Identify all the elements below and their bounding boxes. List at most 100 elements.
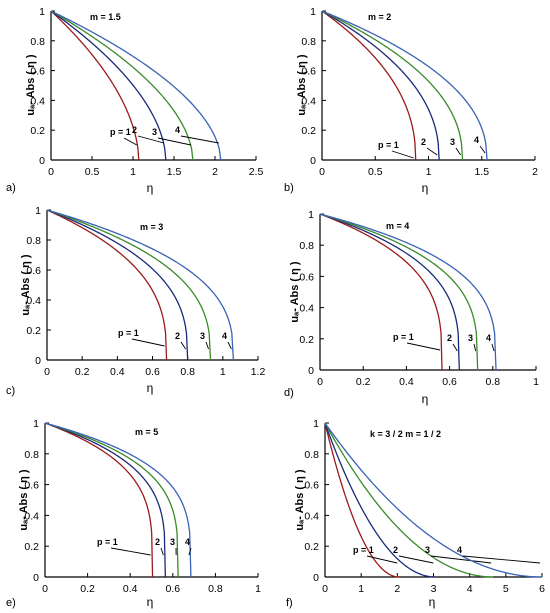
- y-tick-label: 0.4: [301, 95, 316, 107]
- y-tick-label: 0.2: [30, 125, 45, 137]
- leader-line: [180, 341, 187, 350]
- y-tick-label: 1: [35, 205, 41, 217]
- series-label-1: p = 1: [110, 127, 131, 137]
- x-tick-label: 1.5: [167, 166, 182, 178]
- leader-line: [123, 137, 137, 146]
- x-tick-label: 0: [319, 166, 325, 178]
- series-label-4: 4: [185, 537, 190, 547]
- x-tick-label: 0: [317, 376, 323, 388]
- chart-panel-e: 0 0.2 0.4 0.6 0.8 1 0 0.2 0.4 0.6 0.8 1 p = 1 2 3 4 m = …: [6, 418, 261, 609]
- y-tick-label: 0.6: [301, 66, 316, 78]
- y-tick-label: 0.4: [30, 95, 45, 107]
- x-axis-label: η: [147, 181, 154, 195]
- y-tick-label: 0: [35, 355, 41, 367]
- series-label-2: 2: [447, 333, 452, 343]
- series-line-3: [50, 10, 194, 161]
- y-tick-label: 1: [308, 209, 314, 221]
- chart-panel-a: 0 0.5 1 1.5 2 2.500.20.40.60.81p = 1 2 3 4m = 1.…: [6, 6, 263, 195]
- y-tick-label: 0.8: [24, 449, 39, 461]
- series-line-1: [321, 10, 417, 161]
- x-tick-label: 0.5: [85, 166, 100, 178]
- y-tick-label: 1: [33, 418, 39, 430]
- leader-line: [462, 555, 541, 564]
- panel-annotation: m = 1.5: [90, 12, 121, 22]
- panel-annotation: m = 5: [135, 427, 158, 437]
- leader-line: [391, 150, 414, 159]
- y-tick-label: 0: [39, 155, 45, 167]
- leader-line: [227, 341, 232, 350]
- y-tick-label: 0: [313, 572, 319, 584]
- y-tick-label: 0.2: [299, 334, 314, 346]
- series-line-3: [319, 213, 479, 371]
- panel-label: b): [284, 182, 294, 194]
- series-line-1: [324, 422, 400, 578]
- y-tick-label: 0.2: [26, 325, 41, 337]
- series-label-1: p = 1: [393, 332, 414, 342]
- leader-line: [157, 137, 191, 146]
- leader-line: [205, 341, 209, 350]
- series-line-1: [50, 10, 140, 161]
- y-tick-label: 0: [308, 365, 314, 377]
- panel-annotation: m = 2: [368, 12, 391, 22]
- x-tick-label: 1: [255, 583, 261, 595]
- leader-line: [455, 147, 461, 156]
- panel-annotation: m = 3: [140, 222, 163, 232]
- leader-line: [491, 343, 495, 352]
- series-line-1: [46, 209, 168, 361]
- x-tick-label: 1: [426, 166, 432, 178]
- y-tick-label: 1: [310, 6, 316, 18]
- x-tick-label: 0: [322, 583, 328, 595]
- series-label-3: 3: [468, 333, 473, 343]
- series-line-1: [319, 213, 443, 371]
- x-tick-label: 0.8: [208, 583, 223, 595]
- series-line-4: [324, 422, 543, 578]
- y-tick-label: 0.8: [299, 240, 314, 252]
- x-tick-label: 0: [42, 583, 48, 595]
- leader-line: [137, 135, 164, 144]
- x-axis-label: η: [422, 392, 429, 406]
- x-tick-label: 0.2: [356, 376, 371, 388]
- series-line-2: [50, 10, 167, 161]
- series-label-4: 4: [222, 331, 227, 341]
- x-tick-label: 0.2: [80, 583, 95, 595]
- x-axis-label: η: [422, 181, 429, 195]
- series-label-2: 2: [393, 545, 398, 555]
- panel-label: e): [6, 597, 16, 609]
- chart-panel-b: 0 0.5 1 1.5 2 0 0.2 0.4 0.6 0.8 1 p = 1 2 3 4 m = 2 b) η u…: [284, 6, 538, 195]
- leader-line: [160, 547, 164, 556]
- series-label-4: 4: [474, 135, 479, 145]
- panel-label: f): [286, 597, 293, 609]
- series-label-2: 2: [132, 125, 137, 135]
- y-tick-label: 0.4: [24, 510, 39, 522]
- x-tick-label: 0: [44, 366, 50, 378]
- x-tick-label: 4: [467, 583, 473, 595]
- series-line-4: [46, 209, 235, 361]
- series-label-3: 3: [425, 545, 430, 555]
- series-line-3: [46, 209, 212, 361]
- x-tick-label: 1.2: [251, 366, 266, 378]
- series-label-1: p = 1: [97, 537, 118, 547]
- y-axis-label: uₐ- Abs ( η ): [18, 469, 30, 531]
- series-line-4: [50, 10, 222, 161]
- series-line-4: [319, 213, 497, 371]
- leader-line: [406, 342, 441, 351]
- y-tick-label: 0.8: [304, 449, 319, 461]
- leader-line: [426, 147, 438, 156]
- series-line-4: [321, 10, 488, 161]
- leader-line: [398, 555, 434, 564]
- y-tick-label: 0: [33, 572, 39, 584]
- y-tick-label: 0.2: [301, 125, 316, 137]
- x-tick-label: 5: [503, 583, 509, 595]
- series-line-4: [44, 422, 192, 578]
- x-tick-label: 2: [394, 583, 400, 595]
- x-tick-label: 2: [532, 166, 538, 178]
- y-axis-label: uₐ- Abs ( η ): [294, 469, 306, 531]
- chart-panel-d: 0 0.2 0.4 0.6 0.8 1 0 0.2 0.4 0.6 0.8 1 p = 1 2 3 4 m = …: [284, 209, 539, 406]
- x-tick-label: 0.6: [442, 376, 457, 388]
- series-line-2: [319, 213, 460, 371]
- leader-line: [473, 343, 477, 352]
- leader-line: [452, 343, 458, 352]
- y-axis-label: uₐ- Abs ( η ): [25, 54, 37, 116]
- y-tick-label: 0.4: [304, 510, 319, 522]
- x-tick-label: 1: [130, 166, 136, 178]
